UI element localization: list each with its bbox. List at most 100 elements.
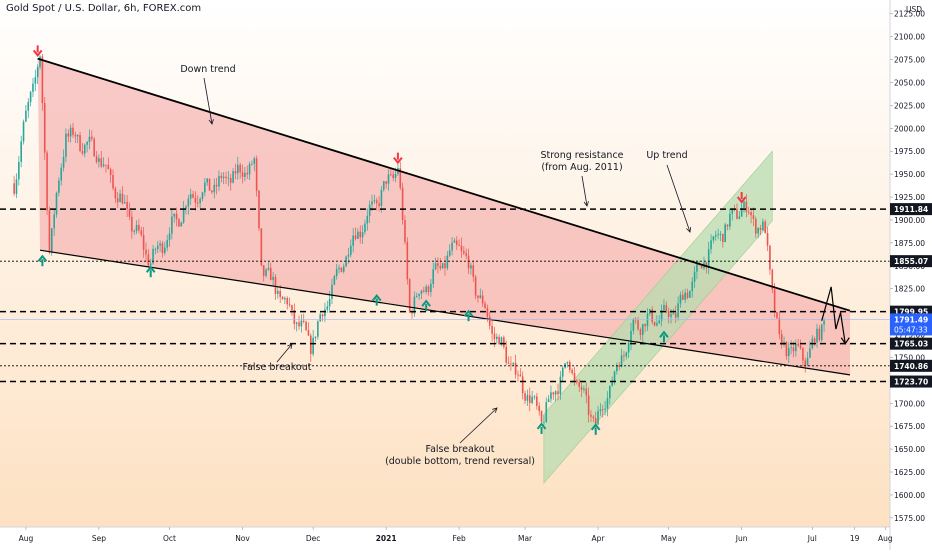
candle-body bbox=[455, 240, 458, 245]
candle-body bbox=[331, 284, 333, 299]
candle-body bbox=[747, 211, 750, 213]
sell-arrow-icon bbox=[32, 45, 43, 58]
candle-body bbox=[401, 187, 404, 221]
candle-body bbox=[599, 409, 602, 412]
y-tick-label: 1950.00 bbox=[894, 170, 925, 179]
candle-body bbox=[495, 336, 498, 340]
candle-body bbox=[693, 271, 696, 282]
candle-body bbox=[467, 255, 470, 269]
candle-body bbox=[512, 362, 515, 365]
candle-body bbox=[714, 235, 717, 237]
candle-body bbox=[533, 396, 536, 398]
candle-body bbox=[528, 395, 531, 404]
candle-body bbox=[338, 267, 340, 270]
candle-body bbox=[691, 281, 694, 291]
y-tick-label: 1700.00 bbox=[894, 399, 925, 408]
candle-body bbox=[682, 294, 684, 300]
candle-body bbox=[493, 333, 496, 340]
candle-body bbox=[754, 218, 757, 234]
candle-body bbox=[22, 121, 25, 142]
candle-body bbox=[88, 136, 91, 142]
candle-body bbox=[333, 276, 336, 285]
candle-body bbox=[366, 215, 369, 224]
annotation-leader bbox=[203, 77, 213, 125]
candle-body bbox=[354, 235, 357, 239]
level-label: 1723.70 bbox=[894, 378, 928, 387]
candle-body bbox=[606, 398, 609, 409]
candle-body bbox=[20, 141, 22, 162]
candle-body bbox=[53, 214, 55, 229]
candle-body bbox=[458, 244, 460, 246]
candle-body bbox=[274, 276, 277, 294]
candle-body bbox=[105, 164, 107, 166]
candle-body bbox=[750, 212, 752, 216]
candle-body bbox=[665, 305, 668, 312]
candle-body bbox=[644, 324, 646, 327]
candle-body bbox=[787, 348, 790, 357]
candle-body bbox=[255, 158, 258, 191]
candle-body bbox=[474, 276, 477, 296]
buy-arrow-icon bbox=[145, 265, 156, 278]
candle-body bbox=[246, 172, 249, 175]
candle-body bbox=[587, 395, 590, 415]
candle-body bbox=[566, 362, 569, 364]
candle-body bbox=[321, 314, 324, 317]
arrow-head bbox=[463, 309, 474, 317]
x-tick-label: Sep bbox=[92, 534, 106, 543]
buy-arrow-icon bbox=[536, 422, 547, 434]
arrow-head bbox=[536, 422, 547, 430]
candle-body bbox=[328, 298, 331, 307]
candle-body bbox=[611, 382, 613, 386]
candle-body bbox=[521, 376, 524, 394]
candle-body bbox=[613, 371, 616, 383]
candle-body bbox=[128, 208, 131, 217]
candle-body bbox=[267, 267, 270, 270]
candle-body bbox=[62, 156, 65, 168]
candle-body bbox=[357, 231, 359, 239]
candle-body bbox=[345, 256, 347, 267]
annotation-leader bbox=[666, 164, 691, 233]
candle-body bbox=[253, 158, 256, 164]
candle-body bbox=[479, 295, 482, 298]
candle-body bbox=[390, 174, 392, 176]
candle-body bbox=[98, 158, 100, 162]
candle-body bbox=[60, 167, 63, 181]
y-tick-label: 2050.00 bbox=[894, 78, 925, 87]
candle-body bbox=[745, 201, 748, 212]
x-tick-label: Jul bbox=[807, 534, 817, 543]
candle-body bbox=[18, 161, 20, 180]
candle-body bbox=[738, 216, 741, 219]
candle-body bbox=[25, 110, 27, 122]
candle-body bbox=[364, 223, 366, 233]
candle-body bbox=[700, 265, 703, 269]
candle-body bbox=[204, 182, 206, 193]
candle-body bbox=[138, 224, 140, 231]
buy-arrow-icon bbox=[659, 330, 669, 343]
candle-body bbox=[295, 322, 298, 324]
y-tick-label: 1675.00 bbox=[894, 422, 925, 431]
candle-body bbox=[152, 248, 154, 264]
candle-body bbox=[561, 367, 564, 377]
candle-body bbox=[220, 175, 223, 179]
candle-body bbox=[147, 254, 150, 266]
candle-body bbox=[286, 298, 289, 305]
level-label: 1855.07 bbox=[894, 257, 928, 266]
candle-body bbox=[189, 194, 192, 199]
candle-body bbox=[65, 133, 67, 157]
candle-body bbox=[373, 200, 376, 202]
candle-body bbox=[799, 345, 802, 349]
candle-body bbox=[312, 337, 314, 355]
down-channel-lower-line bbox=[39, 249, 851, 376]
candle-body bbox=[166, 240, 168, 248]
candle-body bbox=[83, 144, 86, 154]
x-tick-label: Aug bbox=[19, 534, 34, 543]
current-price-label: 1791.49 bbox=[894, 315, 928, 324]
candle-body bbox=[514, 362, 517, 375]
candle-body bbox=[705, 262, 708, 268]
candle-body bbox=[298, 322, 300, 327]
candle-body bbox=[192, 194, 194, 198]
candle-body bbox=[382, 181, 385, 190]
level-label-background bbox=[890, 203, 932, 216]
candle-body bbox=[500, 337, 503, 345]
